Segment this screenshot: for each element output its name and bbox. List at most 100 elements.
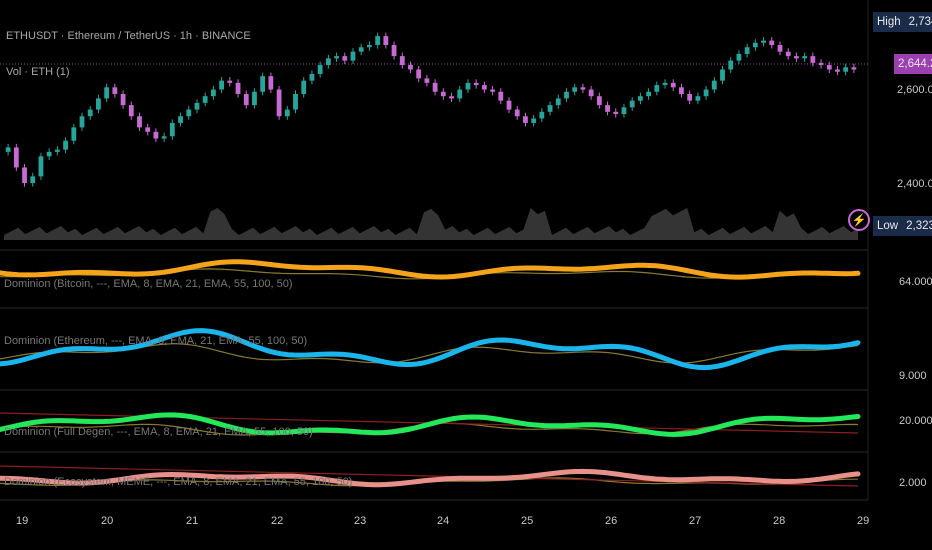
candle-body xyxy=(547,105,553,112)
current-price-tag: 2,644.23 xyxy=(894,54,932,74)
candle-body xyxy=(670,82,676,88)
candle-body xyxy=(219,80,225,90)
candle-body xyxy=(498,91,504,101)
candle-body xyxy=(284,109,290,117)
candle-body xyxy=(564,91,569,99)
candle-body xyxy=(153,131,159,139)
candle-body xyxy=(703,89,709,97)
candle-body xyxy=(383,36,389,46)
candle-body xyxy=(145,127,151,132)
indicator-axis-full-degen: 20.000 xyxy=(899,415,932,427)
candle-body xyxy=(325,58,331,66)
x-label: 20 xyxy=(101,515,114,527)
candle-body xyxy=(104,87,110,99)
candle-body xyxy=(178,116,183,123)
x-label: 28 xyxy=(773,515,786,527)
candle-body xyxy=(654,85,660,92)
candle-body xyxy=(161,136,167,139)
candle-body xyxy=(112,87,118,94)
price-label-2400: 2,400.00 xyxy=(897,178,932,190)
candle-body xyxy=(785,51,791,57)
candle-body xyxy=(826,65,832,70)
candle-body xyxy=(662,82,668,86)
indicator-title-meme: Dominion (Ecosystem, MEME, ---, EMA, 8, … xyxy=(4,476,353,488)
candle-body xyxy=(87,109,93,117)
indicator-line xyxy=(0,468,861,488)
candle-body xyxy=(605,105,610,112)
candle-body xyxy=(235,82,241,94)
candle-body xyxy=(375,36,381,46)
candle-body xyxy=(120,93,126,106)
candle-body xyxy=(367,45,372,48)
candle-body xyxy=(391,45,397,57)
candle-body xyxy=(243,93,249,106)
candle-body xyxy=(268,76,274,90)
candle-body xyxy=(342,56,348,61)
candle-body xyxy=(572,87,578,92)
x-label: 21 xyxy=(186,515,199,527)
candle-body xyxy=(358,47,364,52)
candle-body xyxy=(408,65,413,70)
candle-body xyxy=(761,40,766,43)
candle-body xyxy=(769,40,775,46)
candle-body xyxy=(481,85,487,90)
candle-body xyxy=(843,67,849,72)
candle-body xyxy=(752,42,758,48)
candle-body xyxy=(137,116,142,128)
candle-body xyxy=(835,69,840,72)
candle-body xyxy=(580,87,586,90)
indicator-title-bitcoin: Dominion (Bitcoin, ---, EMA, 8, EMA, 21,… xyxy=(4,278,293,290)
candle-body xyxy=(399,56,405,66)
indicator-line xyxy=(0,259,861,280)
candle-body xyxy=(293,93,298,110)
candle-body xyxy=(334,56,339,59)
candle-body xyxy=(227,80,233,83)
candle-body xyxy=(613,111,619,115)
alert-icon[interactable]: ⚡ xyxy=(848,209,870,231)
candle-body xyxy=(301,80,307,94)
candle-body xyxy=(194,102,200,110)
candle-body xyxy=(457,89,463,99)
candle-body xyxy=(46,151,52,157)
indicator-title-full-degen: Dominion (Full Degen, ---, EMA, 8, EMA, … xyxy=(4,426,313,438)
indicator-axis-meme: 2.000 xyxy=(899,477,927,489)
candle-body xyxy=(818,62,824,66)
candle-body xyxy=(629,100,635,108)
candle-body xyxy=(202,96,208,103)
candle-body xyxy=(186,109,192,117)
indicator-line xyxy=(0,328,861,371)
candle-body xyxy=(128,105,134,117)
candle-body xyxy=(309,73,315,81)
candle-body xyxy=(79,116,85,128)
x-label: 25 xyxy=(521,515,534,527)
x-label: 23 xyxy=(354,515,367,527)
candle-body xyxy=(646,91,652,97)
candle-body xyxy=(38,156,44,177)
candle-body xyxy=(679,87,684,94)
candle-body xyxy=(63,140,68,150)
candle-body xyxy=(687,93,693,101)
indicator-ema-long xyxy=(0,465,859,487)
candle-body xyxy=(621,107,627,115)
candle-body xyxy=(777,45,783,52)
candle-body xyxy=(523,116,528,123)
candle-body xyxy=(539,111,545,119)
candle-body xyxy=(317,65,323,74)
candle-body xyxy=(5,147,11,152)
candle-body xyxy=(736,53,742,61)
candle-body xyxy=(260,76,266,92)
candle-body xyxy=(252,91,257,106)
candle-body xyxy=(810,56,816,63)
symbol-title: ETHUSDT · Ethereum / TetherUS · 1h · BIN… xyxy=(6,30,251,42)
candle-body xyxy=(851,67,857,70)
x-label: 19 xyxy=(16,515,29,527)
indicator-axis-bitcoin: 64.000 xyxy=(899,276,932,288)
candle-body xyxy=(637,96,643,101)
x-label: 27 xyxy=(689,515,702,527)
candle-body xyxy=(720,69,725,81)
x-label: 22 xyxy=(271,515,284,527)
candle-body xyxy=(473,82,479,86)
